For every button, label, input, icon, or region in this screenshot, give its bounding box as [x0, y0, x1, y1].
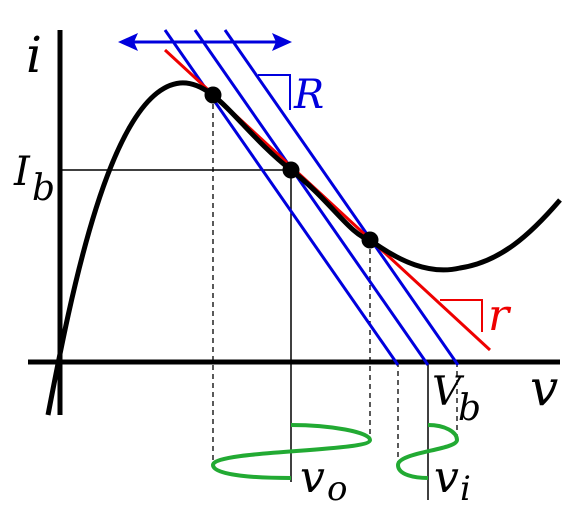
- iv-curve: [45, 80, 562, 416]
- load-label: R: [293, 72, 324, 118]
- bias-current-sub: b: [32, 168, 55, 209]
- y-label: i: [26, 26, 42, 84]
- tangent-label: r: [488, 290, 512, 341]
- bias-voltage: V: [432, 369, 465, 415]
- input-signal: [395, 423, 460, 480]
- point: [361, 231, 379, 249]
- shift-arrow: [118, 33, 292, 51]
- point: [204, 86, 222, 104]
- bias-current: I: [13, 149, 31, 195]
- slope-triangle: [440, 299, 483, 332]
- input-label: v: [434, 452, 459, 503]
- slope-triangle: [258, 74, 291, 110]
- bias-voltage-sub: b: [458, 388, 481, 429]
- output-signal: [210, 423, 373, 480]
- dashed-guides: [212, 95, 458, 468]
- input-label-sub: i: [460, 469, 471, 509]
- output-label-sub: o: [327, 469, 347, 509]
- x-label: v: [530, 359, 558, 417]
- output-label: v: [300, 452, 325, 503]
- point: [282, 161, 300, 179]
